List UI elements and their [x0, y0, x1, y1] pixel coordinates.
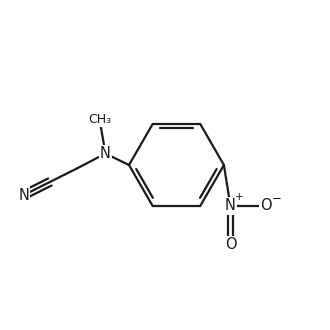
Text: N: N — [225, 198, 236, 214]
Text: N: N — [100, 146, 111, 161]
Text: +: + — [235, 192, 244, 202]
Text: O: O — [260, 198, 272, 214]
Text: N: N — [18, 187, 29, 203]
Text: −: − — [271, 192, 281, 205]
Text: CH₃: CH₃ — [88, 113, 111, 126]
Text: O: O — [225, 237, 236, 252]
